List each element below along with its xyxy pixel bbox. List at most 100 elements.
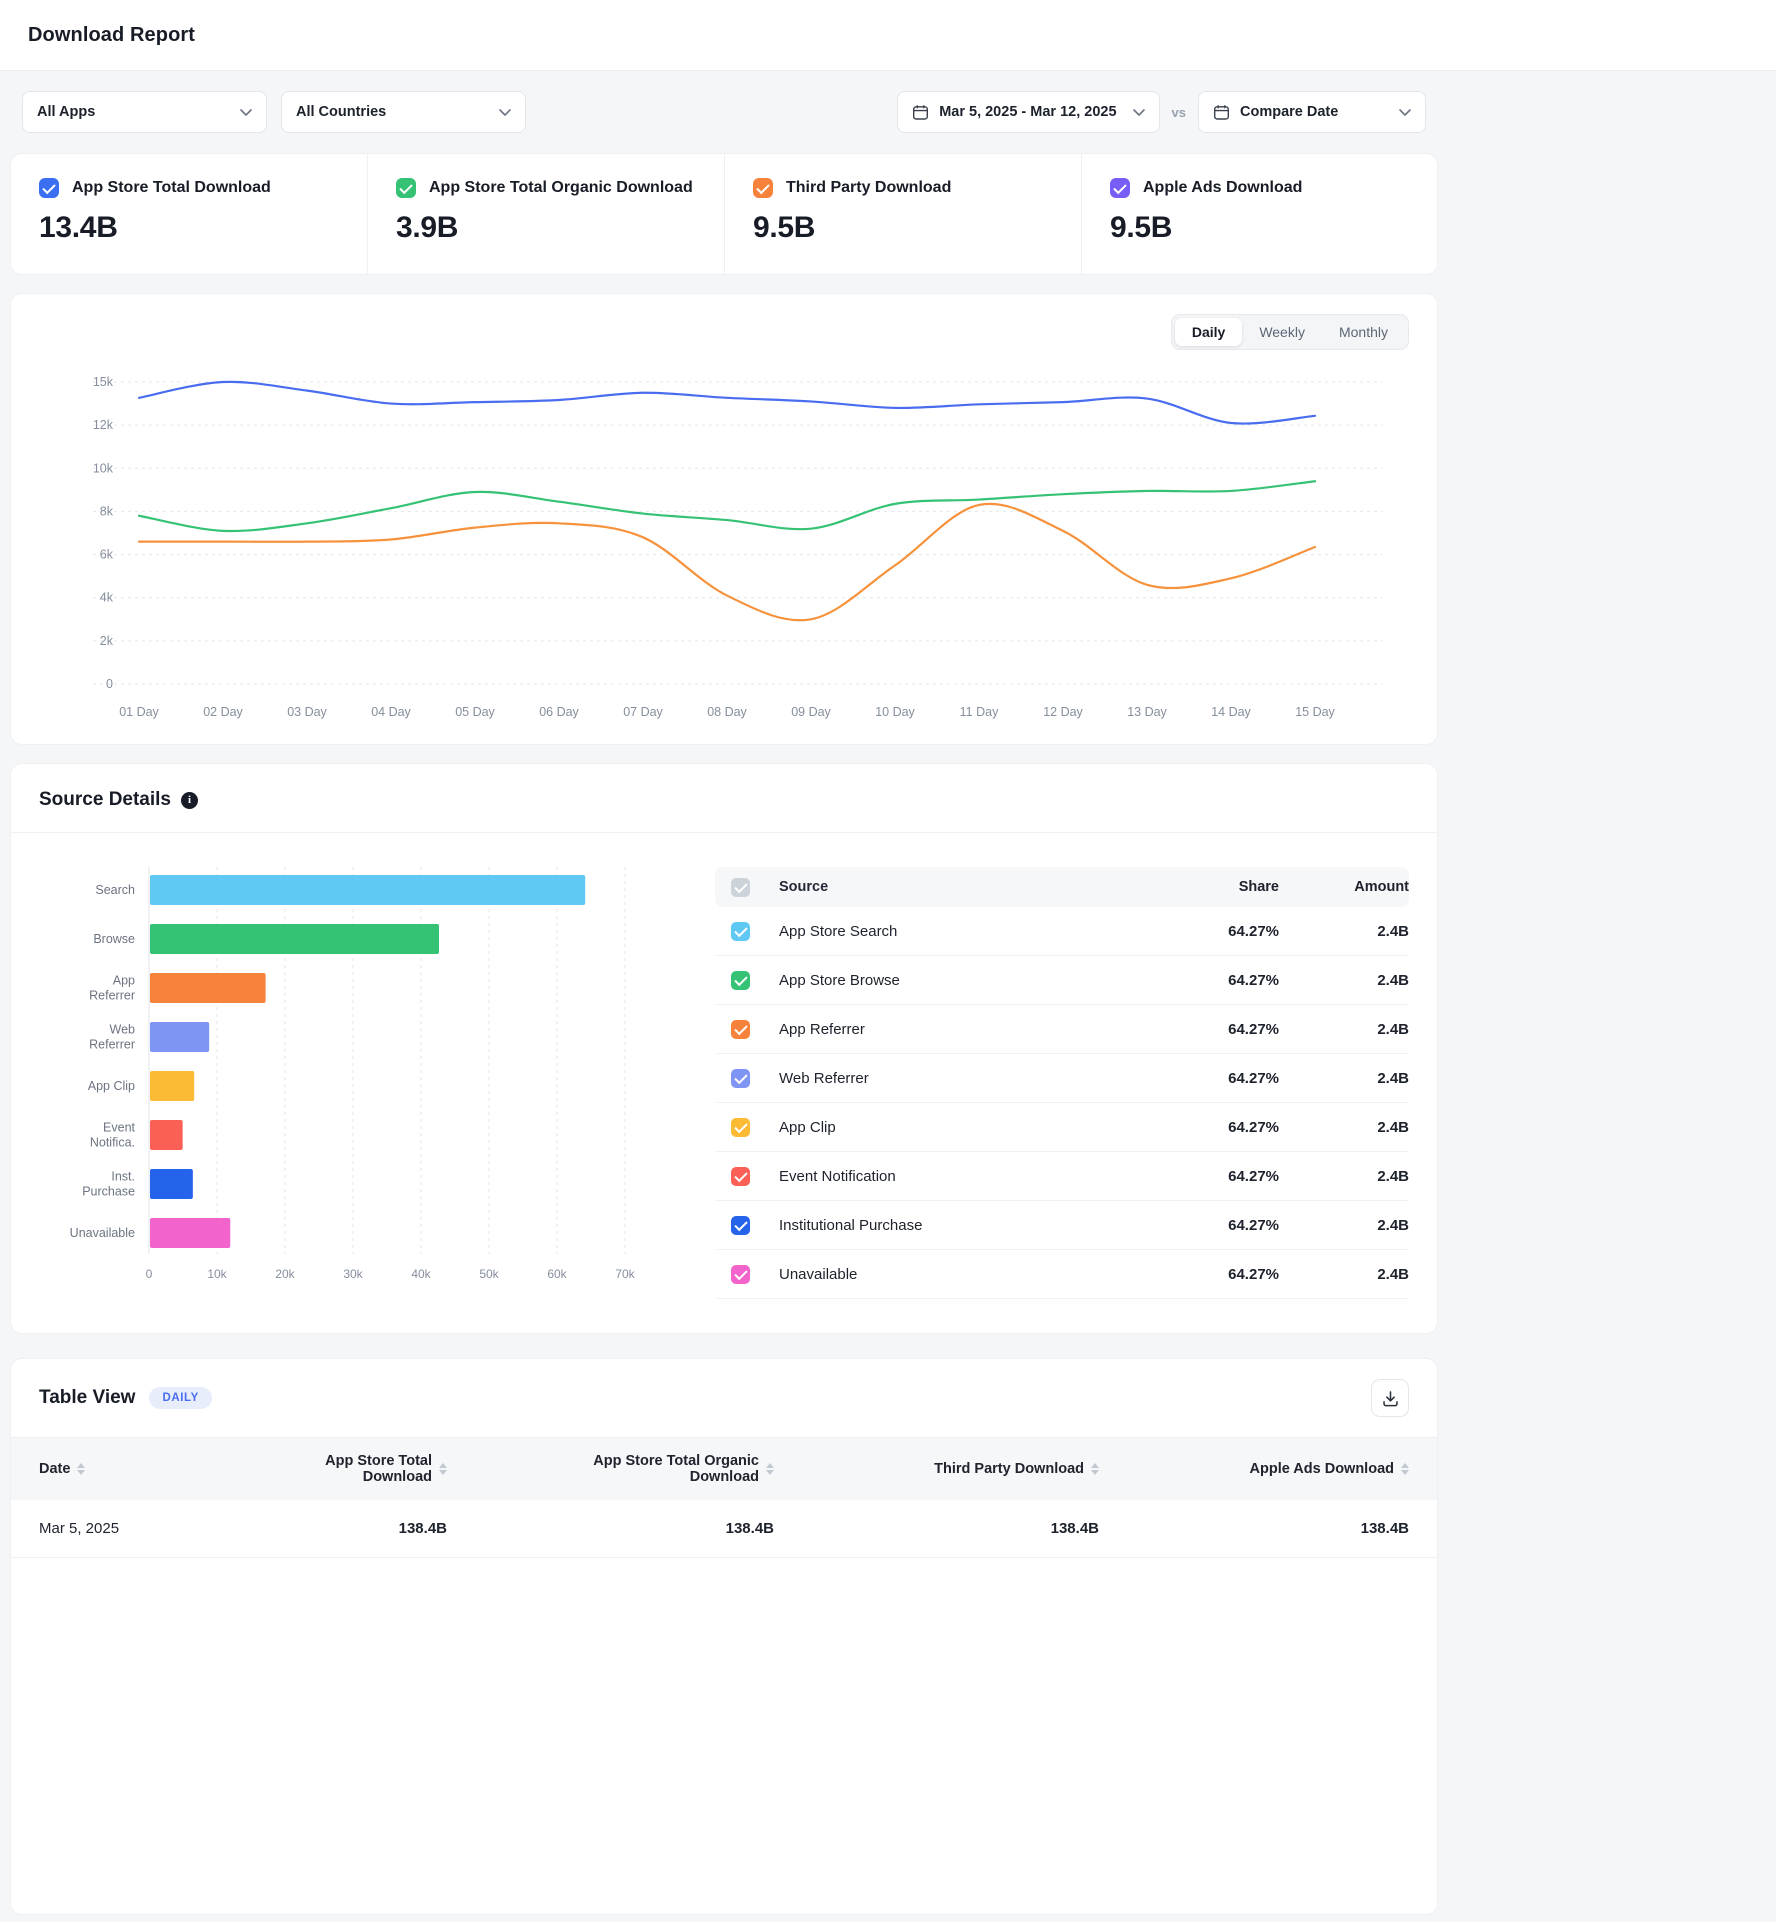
stat-label: Apple Ads Download [1143,179,1303,196]
source-share: 64.27% [1228,922,1279,940]
main-content: All Apps All Countries Mar 5, 2025 - Mar… [10,91,1438,1915]
table-view-header: Date App Store Total Download App Store … [11,1438,1437,1500]
tab-monthly[interactable]: Monthly [1338,324,1388,340]
svg-text:Event: Event [103,1121,135,1135]
sort-icon [1091,1463,1099,1475]
source-share: 64.27% [1228,1167,1279,1185]
source-amount: 2.4B [1377,971,1409,989]
svg-text:60k: 60k [547,1267,567,1281]
source-row-checkbox[interactable] [731,1019,750,1039]
source-name: Institutional Purchase [779,1216,923,1234]
svg-text:10k: 10k [93,461,114,475]
source-row-checkbox[interactable] [731,1166,750,1186]
chevron-down-icon [1132,108,1145,116]
svg-text:07 Day: 07 Day [623,705,663,719]
source-row-checkbox[interactable] [731,1264,750,1284]
svg-text:05 Day: 05 Day [455,705,495,719]
source-share: 64.27% [1228,1265,1279,1283]
source-row: Event Notification 64.27% 2.4B [715,1152,1409,1201]
source-name: App Store Search [779,922,898,940]
download-button[interactable] [1371,1379,1409,1417]
app-store-organic-checkbox[interactable] [396,178,416,198]
tab-daily[interactable]: Daily [1174,318,1243,346]
source-row-checkbox[interactable] [731,970,750,990]
source-row: App Store Search 64.27% 2.4B [715,907,1409,956]
source-row: App Clip 64.27% 2.4B [715,1103,1409,1152]
source-row-checkbox[interactable] [731,1117,750,1137]
tab-weekly[interactable]: Weekly [1259,324,1305,340]
table-view-title: Table View [39,1387,136,1408]
apps-filter-select[interactable]: All Apps [22,91,267,133]
stat-label: App Store Total Organic Download [429,179,693,196]
source-row: Institutional Purchase 64.27% 2.4B [715,1201,1409,1250]
source-name: Event Notification [779,1167,896,1185]
source-name: App Clip [779,1118,836,1136]
source-details-panel: Source Details i 0 10k 20k 30k 40k 50k 60k 70k S… [10,763,1438,1334]
svg-text:50k: 50k [479,1267,499,1281]
source-name: App Referrer [779,1020,865,1038]
source-row-checkbox[interactable] [731,1068,750,1088]
app-header: Download Report [0,0,1776,71]
app-store-total-checkbox[interactable] [39,178,59,198]
column-header-date[interactable]: Date [39,1461,219,1477]
svg-text:Unavailable: Unavailable [70,1226,135,1240]
countries-filter-select[interactable]: All Countries [281,91,526,133]
daily-badge: DAILY [149,1387,212,1409]
amount-column-header: Amount [1354,879,1409,895]
svg-text:02 Day: 02 Day [203,705,243,719]
calendar-icon [1214,104,1230,120]
svg-text:09 Day: 09 Day [791,705,831,719]
svg-text:15k: 15k [93,375,114,389]
calendar-icon [913,104,929,120]
column-header-third-party[interactable]: Third Party Download [774,1461,1099,1477]
table-row: Mar 5, 2025 138.4B 138.4B 138.4B 138.4B [11,1500,1437,1558]
select-all-checkbox[interactable] [731,877,750,897]
vs-label: vs [1171,104,1186,120]
compare-date-picker[interactable]: Compare Date [1198,91,1426,133]
source-amount: 2.4B [1377,1265,1409,1283]
sort-icon [1401,1463,1409,1475]
stat-label: Third Party Download [786,179,952,196]
app-store-organic-cell: 138.4B [725,1520,774,1537]
svg-text:04 Day: 04 Day [371,705,411,719]
source-row-checkbox[interactable] [731,1215,750,1235]
svg-text:08 Day: 08 Day [707,705,747,719]
svg-text:10 Day: 10 Day [875,705,915,719]
source-table-header: Source Share Amount [715,867,1409,907]
source-name: Web Referrer [779,1069,869,1087]
svg-text:App Clip: App Clip [88,1079,135,1093]
third-party-checkbox[interactable] [753,178,773,198]
source-row: App Store Browse 64.27% 2.4B [715,956,1409,1005]
svg-text:Web: Web [110,1023,136,1037]
downloads-line-chart: 0 2k 4k 6k 8k 10k 12k 15k 01 Day 02 Day 03 Day 04 D… [93,375,1383,719]
source-amount: 2.4B [1377,922,1409,940]
column-header-apple-ads[interactable]: Apple Ads Download [1099,1461,1409,1477]
svg-text:14 Day: 14 Day [1211,705,1251,719]
source-row-checkbox[interactable] [731,921,750,941]
column-header-app-store-organic[interactable]: App Store Total Organic Download [447,1453,774,1485]
third-party-cell: 138.4B [1050,1520,1099,1537]
date-range-picker[interactable]: Mar 5, 2025 - Mar 12, 2025 [897,91,1160,133]
countries-filter-value: All Countries [296,104,387,120]
svg-text:Notifica.: Notifica. [90,1136,135,1150]
stat-card-third-party-download: Third Party Download 9.5B [725,154,1082,274]
svg-text:Browse: Browse [93,932,135,946]
table-view-panel: Table View DAILY Date App Store Total Do… [10,1358,1438,1915]
stat-value: 9.5B [1110,211,1173,244]
apple-ads-checkbox[interactable] [1110,178,1130,198]
stat-card-apple-ads-download: Apple Ads Download 9.5B [1082,154,1437,274]
stat-cards-row: App Store Total Download 13.4B App Store… [10,153,1438,275]
svg-text:12k: 12k [93,418,114,432]
apps-filter-value: All Apps [37,104,96,120]
svg-text:0: 0 [106,677,113,691]
source-column-header: Source [779,879,829,895]
svg-text:6k: 6k [100,548,114,562]
source-amount: 2.4B [1377,1020,1409,1038]
apple-ads-cell: 138.4B [1360,1520,1409,1537]
svg-text:Search: Search [95,883,135,897]
source-share: 64.27% [1228,971,1279,989]
info-icon[interactable]: i [181,791,198,809]
svg-text:Inst.: Inst. [111,1170,135,1184]
column-header-app-store-total[interactable]: App Store Total Download [219,1453,447,1485]
source-amount: 2.4B [1377,1069,1409,1087]
